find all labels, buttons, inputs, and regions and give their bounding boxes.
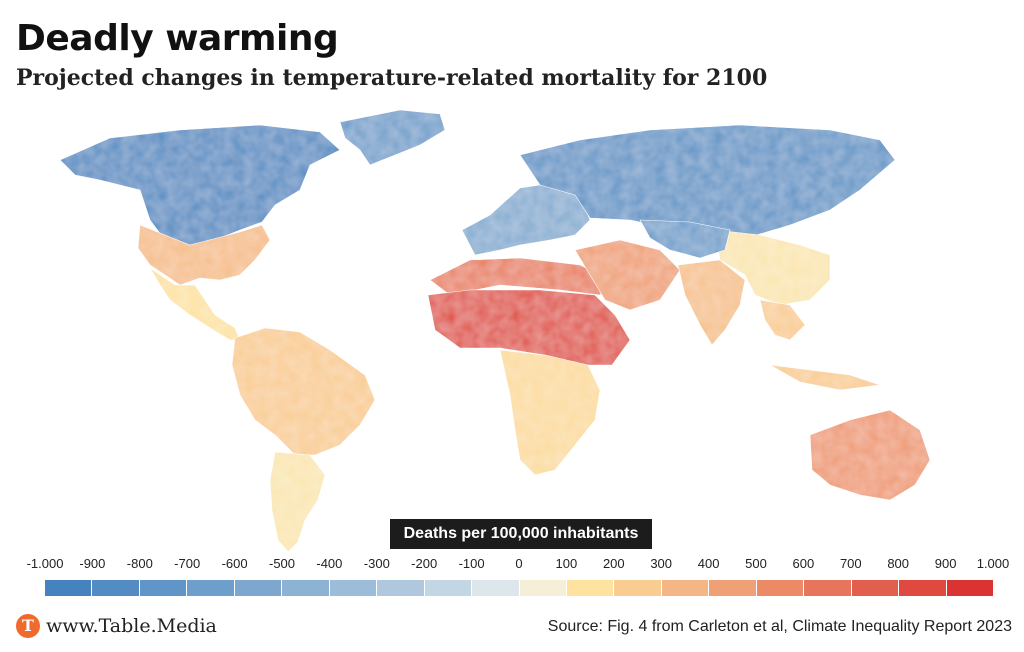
legend-tick-label: 200: [602, 556, 625, 571]
map-region-europe: [461, 181, 591, 256]
legend-color-scale: [45, 580, 994, 596]
legend-tick-label: 0: [515, 556, 523, 571]
page-title: Deadly warming: [16, 18, 339, 59]
legend-tick-label: 100: [555, 556, 578, 571]
legend-color-cell: [519, 580, 567, 596]
map-region-central-asia: [639, 219, 731, 259]
legend-tick-label: -700: [174, 556, 201, 571]
brand-url[interactable]: www.Table.Media: [46, 615, 217, 637]
map-region-southern-africa: [499, 349, 601, 476]
legend-color-cell: [946, 580, 994, 596]
legend-color-cell: [424, 580, 473, 596]
map-region-middle-east: [574, 239, 681, 311]
map-region-south-america-south: [269, 451, 326, 553]
legend-color-cell: [851, 580, 900, 596]
legend-color-cell: [45, 580, 93, 596]
table-media-logo: T: [16, 614, 40, 638]
map-region-greenland: [339, 109, 446, 166]
legend-color-cell: [187, 580, 235, 596]
legend-tick-label: 300: [650, 556, 673, 571]
map-region-south-america-north: [231, 327, 376, 456]
legend-tick-label: 700: [839, 556, 862, 571]
legend-color-cell: [329, 580, 378, 596]
legend-color-cell: [899, 580, 947, 596]
legend-color-cell: [282, 580, 330, 596]
legend-tick-label: -800: [126, 556, 153, 571]
legend-color-cell: [756, 580, 805, 596]
legend-tick-label: 500: [745, 556, 767, 571]
legend-color-cell: [709, 580, 757, 596]
legend-color-cell: [472, 580, 520, 596]
legend-tick-label: 400: [697, 556, 720, 571]
legend-tick-label: -900: [79, 556, 106, 571]
legend-tick-label: -300: [363, 556, 390, 571]
legend-color-cell: [614, 580, 662, 596]
brand[interactable]: T www.Table.Media: [16, 614, 217, 638]
map-region-north-america-north: [59, 124, 341, 246]
legend-color-cell: [92, 580, 140, 596]
legend-tick-label: 1.000: [976, 556, 1010, 571]
map-region-southeast-asia: [759, 299, 881, 391]
world-map: [59, 109, 931, 553]
source-note: Source: Fig. 4 from Carleton et al, Clim…: [547, 618, 1012, 635]
legend-tick-label: 900: [934, 556, 957, 571]
legend-tick-label: 600: [792, 556, 815, 571]
legend-tick-labels: -1.000 -900 -800 -700 -600 -500 -400 -300 -200 -1…: [0, 556, 1024, 576]
map-region-sahel: [427, 289, 631, 366]
legend-color-cell: [804, 580, 852, 596]
legend-color-cell: [566, 580, 615, 596]
legend-color-cell: [234, 580, 283, 596]
legend-tick-label: -500: [268, 556, 296, 571]
map-region-russia: [519, 124, 896, 241]
legend-tick-label: -400: [316, 556, 343, 571]
legend-tick-label: -1.000: [26, 556, 64, 571]
legend-tick-label: -600: [221, 556, 248, 571]
map-region-australia: [809, 409, 931, 501]
legend-tick-label: 800: [887, 556, 910, 571]
map-region-united-states: [137, 224, 271, 286]
legend-tick-label: -100: [458, 556, 485, 571]
legend-tick-label: -200: [411, 556, 438, 571]
map-region-china: [714, 229, 831, 306]
legend-color-cell: [139, 580, 188, 596]
legend-title: Deaths per 100,000 inhabitants: [390, 519, 652, 549]
legend-color-cell: [377, 580, 425, 596]
legend-color-cell: [661, 580, 710, 596]
page-subtitle: Projected changes in temperature-related…: [16, 65, 768, 91]
map-region-india: [677, 259, 746, 346]
